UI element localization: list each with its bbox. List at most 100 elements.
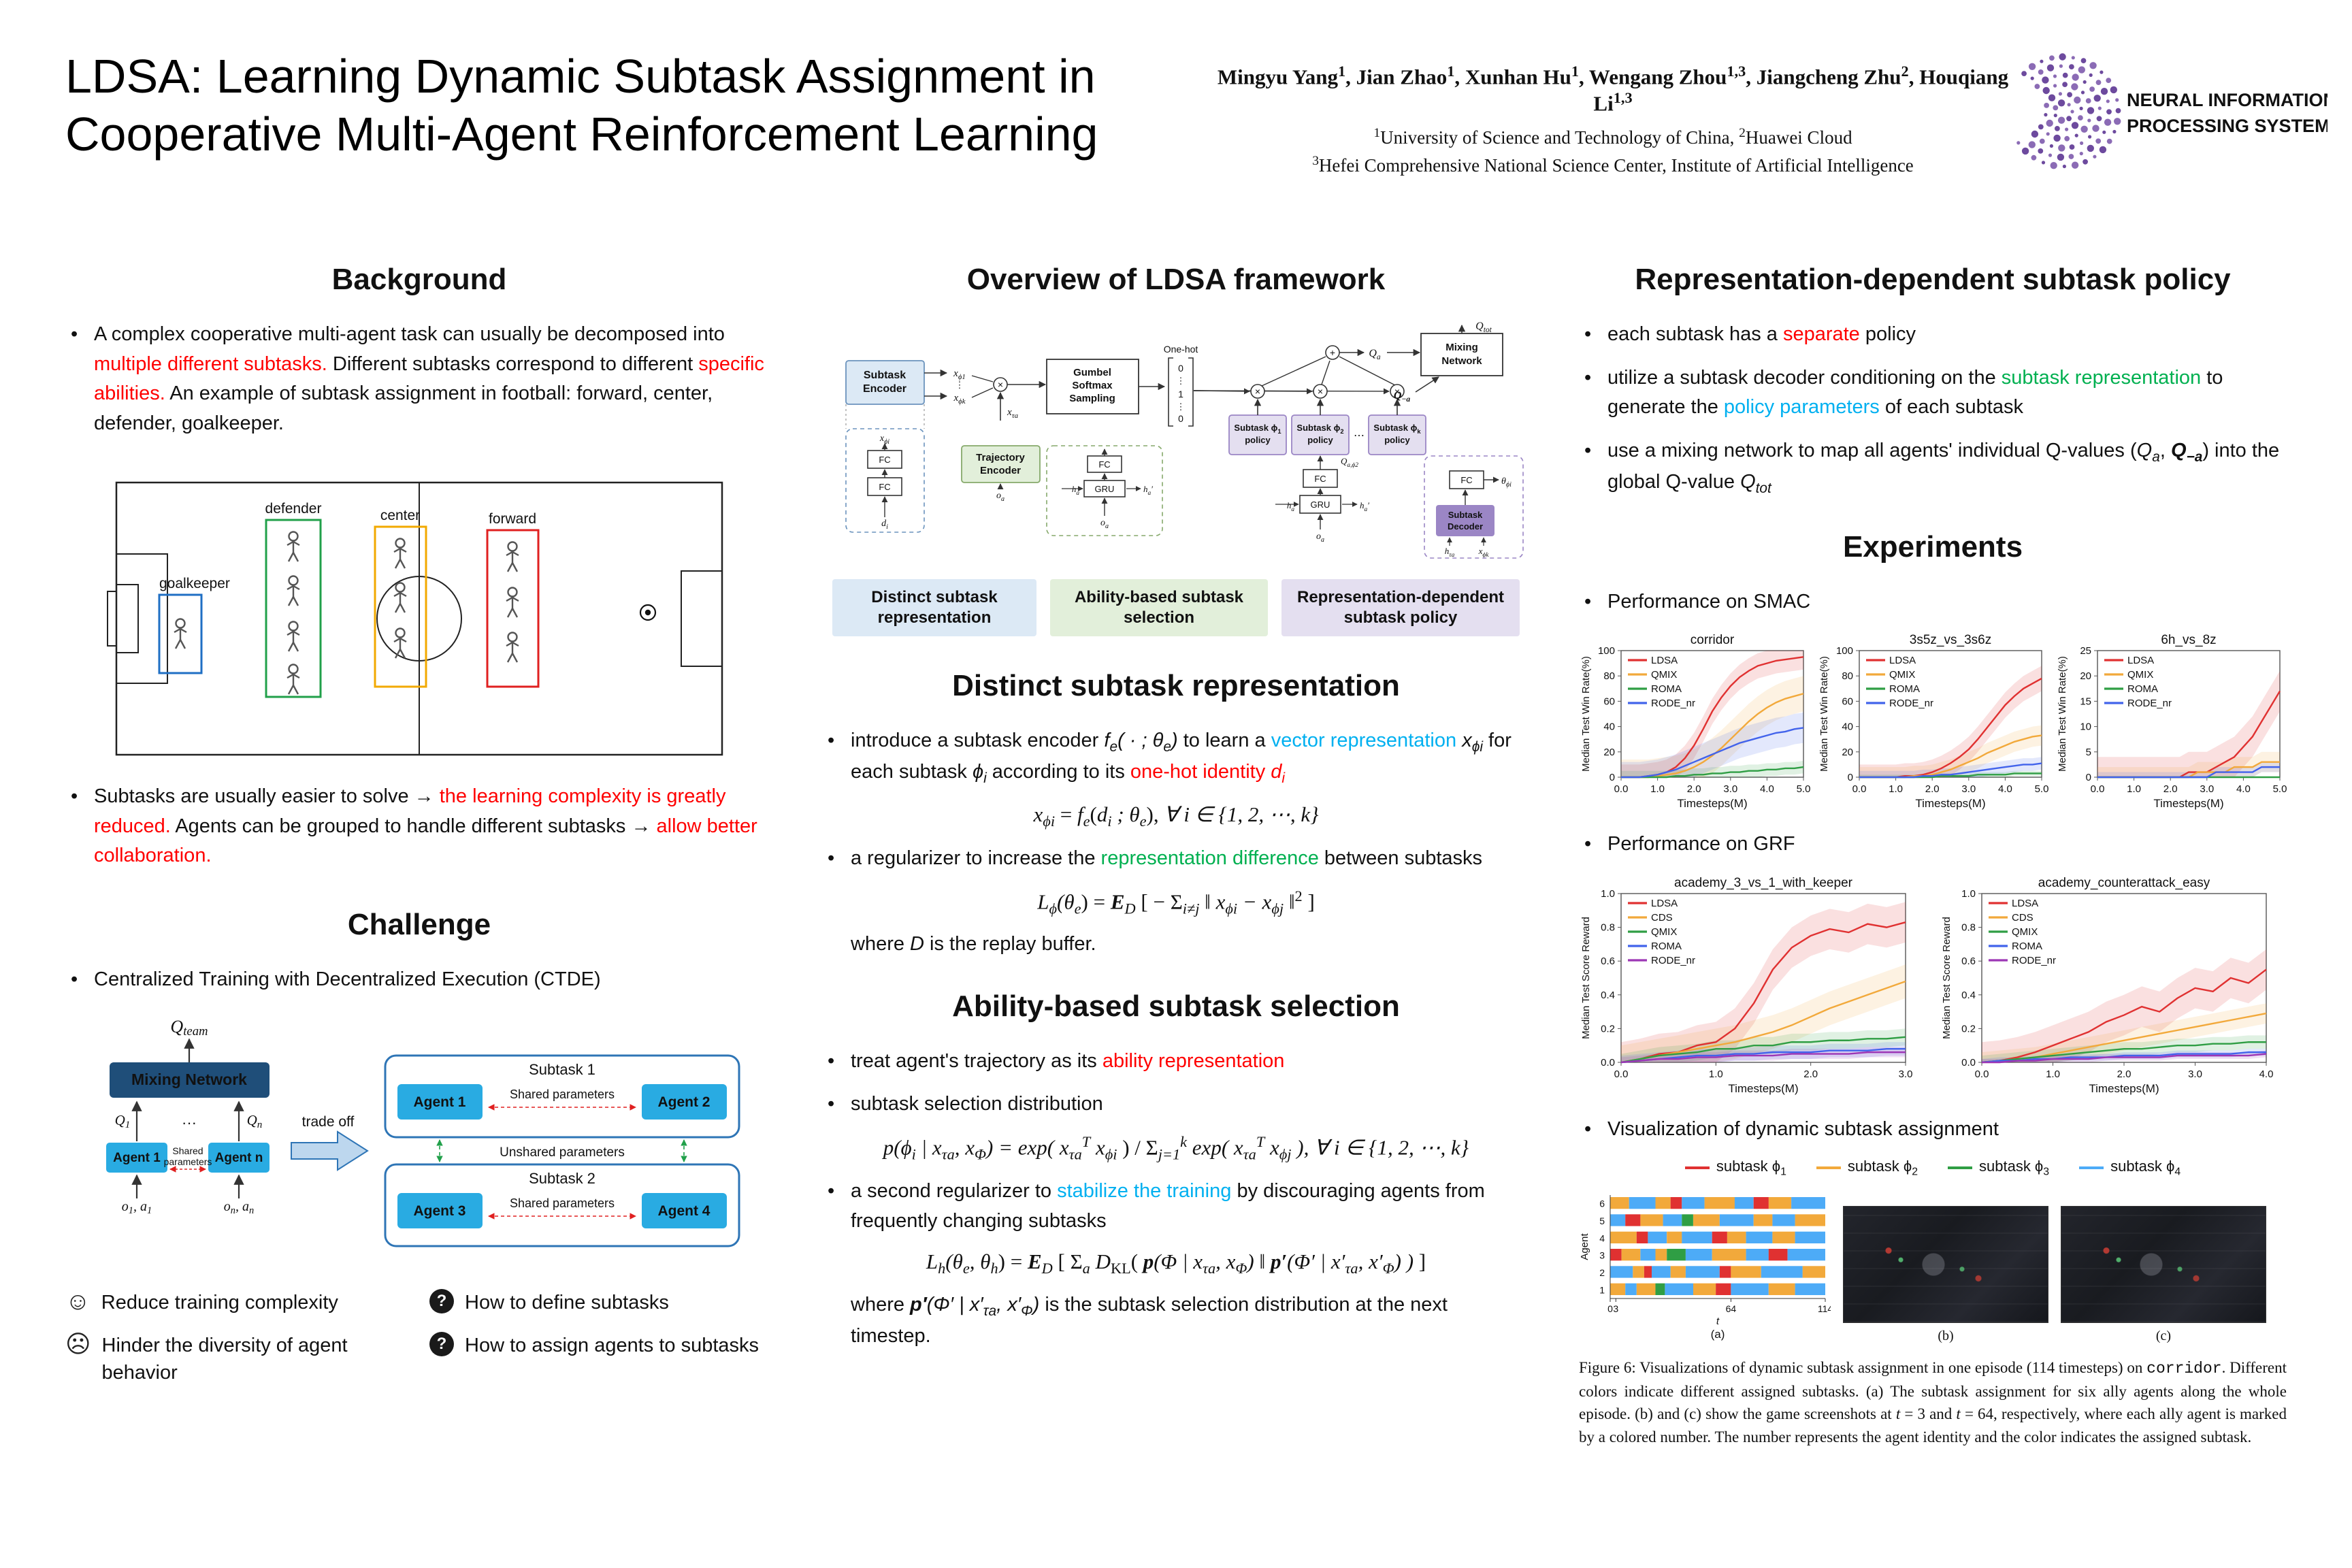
svg-text:3.0: 3.0 [1899, 1068, 1912, 1080]
agent-n-label: Agent n [215, 1151, 263, 1165]
distinct-bullet-1: introduce a subtask encoder fe( · ; θe) … [822, 726, 1530, 789]
defender-box [265, 519, 322, 698]
policy-bullet-2: utilize a subtask decoder conditioning o… [1579, 363, 2287, 423]
svg-text:3.0: 3.0 [1961, 783, 1976, 795]
svg-text:Timesteps(M): Timesteps(M) [1677, 797, 1747, 810]
line-chart: 0.0 1.0 2.0 3.0 0.0 0.2 0.4 0.6 0.8 1.0 Timesteps(… [1580, 876, 1912, 1095]
svg-text:6h_vs_8z: 6h_vs_8z [2161, 633, 2216, 647]
forward-box [486, 529, 540, 688]
football-field: goalkeeper defender center forward [107, 481, 723, 756]
o1a1-label: o1, a1 [122, 1199, 152, 1216]
svg-text:ROMA: ROMA [2012, 941, 2042, 952]
center-label: center [380, 508, 420, 523]
h-a-label: ha [1287, 500, 1295, 513]
q-aphi-label: Qa,ϕ2 [1341, 456, 1358, 469]
center-circle [376, 576, 462, 662]
gumbel-label-2: Softmax [1072, 380, 1113, 391]
svg-text:3.0: 3.0 [1723, 783, 1737, 795]
svg-text:2.0: 2.0 [1803, 1068, 1818, 1080]
question-icon: ? [429, 1331, 454, 1356]
h-tau-label: hτa [1445, 546, 1455, 559]
onehot-dots-a: ⋮ [1177, 376, 1186, 386]
subtask-encoder-label-1: Subtask [864, 370, 906, 381]
svg-text:0: 0 [1610, 772, 1615, 783]
svg-text:1.0: 1.0 [2127, 783, 2141, 795]
band-policy: Representation-dependent subtask policy [1281, 579, 1520, 636]
affiliation-1: 1University of Science and Technology of… [1373, 125, 1852, 148]
ability-formula-1: p(ϕi | xτa, xΦ) = exp( xτaT xϕi ) / Σj=1… [883, 1132, 1469, 1163]
h-a-prime-label: ha′ [1360, 500, 1369, 513]
fc-label: FC [1098, 459, 1110, 470]
svg-text:Median Test Score Reward: Median Test Score Reward [1941, 917, 1953, 1039]
agent-1-label: Agent 1 [113, 1151, 161, 1165]
svg-text:5: 5 [1599, 1215, 1605, 1226]
svg-text:64: 64 [1726, 1303, 1737, 1314]
poster-title: LDSA: Learning Dynamic Subtask Assignmen… [65, 48, 1209, 164]
svg-text:1.0: 1.0 [1889, 783, 1903, 795]
legend-item: subtask ϕ3 [1948, 1158, 2049, 1178]
onan-label: on, an [224, 1199, 254, 1216]
otimes-icon: × [1318, 386, 1323, 397]
svg-text:0: 0 [2086, 772, 2091, 783]
svg-text:3.0: 3.0 [2200, 783, 2214, 795]
svg-text:ROMA: ROMA [1889, 683, 1920, 695]
screenshot-b-label: (b) [1938, 1328, 1954, 1343]
title-line-2: Cooperative Multi-Agent Reinforcement Le… [65, 108, 1098, 161]
agent-1-box [106, 1143, 167, 1173]
decoder-x-phik-label: xϕk [1478, 546, 1490, 559]
policy-bullet-1: each subtask has a separate policy [1579, 320, 2287, 350]
note-text: How to define subtasks [465, 1292, 669, 1313]
line-chart: 0.0 1.0 2.0 3.0 4.0 5.0 0 20 40 60 80 100 Timesteps(… [1580, 633, 1810, 810]
subtask-decoder-box [1436, 505, 1494, 536]
policy-k-label-b: policy [1384, 435, 1410, 445]
background-heading: Background [331, 263, 507, 296]
challenge-bullet-1: Centralized Training with Decentralized … [65, 965, 773, 995]
svg-text:40: 40 [1603, 721, 1615, 733]
line-chart: 0.0 1.0 2.0 3.0 4.0 5.0 0 20 40 60 80 100 Timesteps(… [1818, 633, 2048, 810]
mixing-network-box [110, 1062, 270, 1098]
shared-params-small-2: parameters [164, 1156, 212, 1167]
question-icon: ? [429, 1289, 454, 1313]
chart-academy-3-vs-1: 0.0 1.0 2.0 3.0 0.0 0.2 0.4 0.6 0.8 1.0 Timesteps(… [1579, 873, 1912, 1101]
traj-detail-o-a-label: oa [1100, 518, 1109, 530]
svg-text:1: 1 [1599, 1284, 1605, 1295]
experiments-heading: Experiments [1842, 529, 2023, 564]
svg-text:LDSA: LDSA [1651, 655, 1678, 666]
svg-text:0.4: 0.4 [1601, 990, 1615, 1001]
svg-text:6: 6 [1599, 1198, 1605, 1209]
policy-k-label-a: Subtask ϕk [1373, 423, 1421, 435]
svg-text:0.8: 0.8 [1601, 921, 1615, 933]
svg-text:100: 100 [1598, 645, 1615, 657]
svg-text:5.0: 5.0 [1797, 783, 1810, 795]
band-distinct: Distinct subtask representation [832, 579, 1036, 636]
trajectory-encoder-label-1: Trajectory [976, 452, 1025, 463]
svg-text:Median Test Win Rate(%): Median Test Win Rate(%) [1580, 656, 1592, 772]
note-hinder-diversity: ☹ Hinder the diversity of agent behavior [65, 1329, 409, 1387]
x-tau-label: xτa [1007, 407, 1018, 420]
line-chart: 0.0 1.0 2.0 3.0 4.0 0.0 0.2 0.4 0.6 0.8 1.0 Timeste… [1941, 876, 2273, 1095]
chart-6h-vs-8z: 0.0 1.0 2.0 3.0 4.0 5.0 0 5 10 15 20 25 Timesteps(M)… [2055, 630, 2287, 816]
challenge-notes: ☺ Reduce training complexity ? How to de… [65, 1289, 773, 1387]
svg-text:4.0: 4.0 [1760, 783, 1774, 795]
goalkeeper-box [158, 593, 203, 674]
svg-text:1.0: 1.0 [1601, 888, 1615, 900]
note-reduce-complexity: ☺ Reduce training complexity [65, 1289, 409, 1317]
theta-label: θϕi [1501, 476, 1512, 489]
svg-text:0.8: 0.8 [1961, 921, 1976, 933]
figure6-caption: Figure 6: Visualizations of dynamic subt… [1579, 1358, 2287, 1446]
svg-text:80: 80 [1842, 670, 1853, 682]
ability-bullet-3: a second regularizer to stabilize the tr… [822, 1177, 1530, 1236]
title-line-1: LDSA: Learning Dynamic Subtask Assignmen… [65, 50, 1096, 103]
svg-text:QMIX: QMIX [1651, 669, 1677, 681]
svg-text:QMIX: QMIX [2127, 669, 2153, 681]
svg-text:2.0: 2.0 [1687, 783, 1701, 795]
policy-2-label-a: Subtask ϕ2 [1296, 423, 1343, 435]
policy-dots: ⋯ [1354, 430, 1365, 442]
grf-label: Performance on GRF [1579, 830, 2287, 860]
sad-face-icon: ☹ [65, 1329, 91, 1358]
column-middle: Overview of LDSA framework Subtask Encod… [822, 259, 1530, 1360]
q-team-label: Qteam [170, 1017, 208, 1039]
legend-swatch [1816, 1166, 1841, 1170]
mixing-network-label: Mixing Network [131, 1071, 247, 1088]
fw-mixing-label-1: Mixing [1446, 342, 1478, 353]
